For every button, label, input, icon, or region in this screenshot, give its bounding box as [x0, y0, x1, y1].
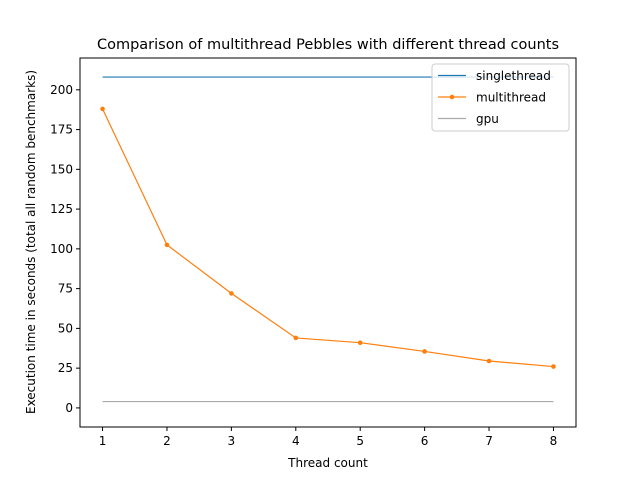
multithread-point	[164, 242, 170, 248]
legend-marker-multithread	[449, 94, 455, 100]
x-axis-label: Thread count	[287, 456, 368, 470]
multithread-point	[293, 335, 299, 341]
legend-box	[431, 63, 570, 132]
y-axis: 0 25 50 75 100 125 150 175 200	[50, 83, 80, 415]
multithread-point	[486, 358, 492, 364]
x-tick-label: 2	[163, 434, 171, 448]
x-tick-label: 5	[356, 434, 364, 448]
plot-frame	[79, 57, 577, 428]
x-tick-label: 7	[485, 434, 493, 448]
y-axis-label: Execution time in seconds (total all ran…	[24, 70, 38, 414]
multithread-point	[100, 106, 105, 112]
chart-title: Comparison of multithread Pebbles with d…	[97, 37, 559, 53]
multithread-point	[229, 291, 234, 296]
y-tick-label: 0	[65, 401, 73, 415]
x-tick-label: 8	[550, 434, 558, 448]
x-tick-label: 4	[292, 434, 300, 448]
legend-label-multithread: multithread	[476, 91, 546, 105]
y-tick-label: 50	[58, 321, 73, 335]
multithread-point	[422, 349, 427, 354]
y-tick-label: 100	[50, 242, 73, 256]
x-tick-label: 1	[99, 434, 107, 448]
x-axis: 1 2 3 4 5 6 7 8	[99, 427, 558, 448]
legend: singlethread multithread gpu	[431, 63, 570, 132]
y-tick-label: 150	[50, 162, 73, 176]
series-layer	[100, 76, 556, 403]
legend-label-singlethread: singlethread	[476, 69, 551, 83]
y-tick-label: 75	[58, 282, 73, 296]
multithread-point	[357, 340, 363, 346]
multithread-line	[102, 108, 554, 368]
y-tick-label: 125	[50, 202, 73, 216]
x-tick-label: 6	[421, 434, 429, 448]
multithread-point	[551, 364, 556, 369]
y-tick-label: 200	[50, 83, 73, 97]
legend-label-gpu: gpu	[476, 112, 499, 126]
y-tick-label: 175	[50, 123, 73, 137]
y-tick-label: 25	[58, 361, 73, 375]
x-tick-label: 3	[228, 434, 236, 448]
